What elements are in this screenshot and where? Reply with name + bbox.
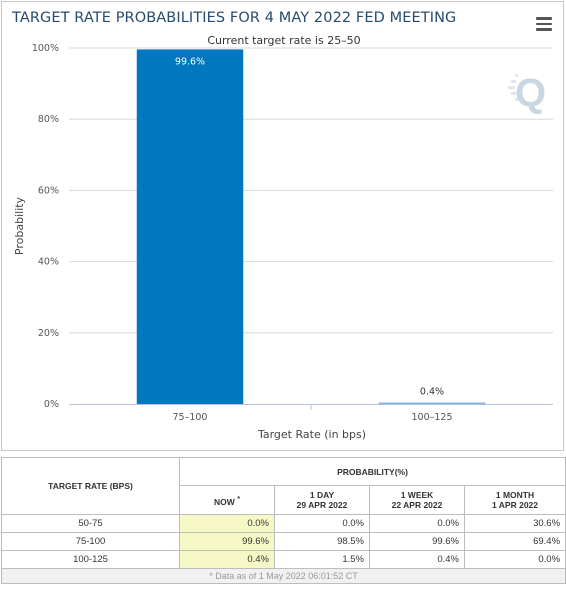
y-tick-label: 100%	[32, 43, 59, 54]
now-header: NOW *	[179, 485, 275, 515]
probability-table: TARGET RATE (BPS) PROBABILITY(%) NOW * 1…	[0, 457, 566, 584]
chart-title: TARGET RATE PROBABILITIES FOR 4 MAY 2022…	[12, 10, 457, 26]
watermark-logo: Q	[508, 71, 546, 115]
one-day-header: 1 DAY 29 APR 2022	[274, 485, 370, 515]
bar	[136, 49, 244, 404]
one-month-header: 1 MONTH 1 APR 2022	[463, 485, 566, 515]
hamburger-menu-icon[interactable]	[536, 17, 552, 31]
x-tick-label: 75–100	[173, 412, 208, 423]
bar	[378, 402, 486, 404]
one-month-cell: 69.4%	[463, 532, 566, 551]
table-row: 75-100 99.6% 98.5% 99.6% 69.4%	[1, 532, 566, 551]
rate-cell: 75-100	[1, 532, 180, 551]
svg-text:Q: Q	[515, 71, 546, 115]
target-rate-header: TARGET RATE (BPS)	[1, 457, 180, 515]
y-axis-title: Probability	[13, 196, 26, 255]
one-month-cell: 30.6%	[463, 514, 566, 533]
one-day-cell: 98.5%	[274, 532, 370, 551]
data-label: 0.4%	[420, 387, 444, 398]
y-tick-label: 0%	[44, 399, 59, 410]
now-cell: 99.6%	[179, 532, 275, 551]
now-cell: 0.4%	[179, 550, 275, 569]
chart-panel: TARGET RATE PROBABILITIES FOR 4 MAY 2022…	[1, 1, 564, 451]
one-week-cell: 99.6%	[369, 532, 465, 551]
now-mark: *	[237, 494, 240, 503]
one-month-cell: 0.0%	[463, 550, 566, 569]
one-week-cell: 0.4%	[369, 550, 465, 569]
probability-header: PROBABILITY(%)	[178, 457, 566, 486]
bar-chart: Q 99.6% 0.4% 75–100 100–125 0% 20% 40% 60% 80%…	[13, 34, 553, 441]
y-tick-label: 60%	[38, 185, 59, 196]
rate-cell: 50-75	[1, 514, 180, 533]
rate-cell: 100-125	[1, 550, 180, 569]
x-tick-label: 100–125	[411, 412, 452, 423]
one-day-cell: 1.5%	[274, 550, 370, 569]
y-tick-label: 20%	[38, 328, 59, 339]
table-row: 100-125 0.4% 1.5% 0.4% 0.0%	[1, 550, 566, 569]
one-week-cell: 0.0%	[369, 514, 465, 533]
one-week-header: 1 WEEK 22 APR 2022	[369, 485, 465, 515]
table-row: 50-75 0.0% 0.0% 0.0% 30.6%	[1, 514, 566, 533]
data-timestamp-footnote: * Data as of 1 May 2022 06:01:52 CT	[0, 568, 566, 584]
y-tick-label: 80%	[38, 114, 59, 125]
chart-subtitle: Current target rate is 25–50	[207, 34, 360, 47]
now-cell: 0.0%	[179, 514, 275, 533]
one-day-cell: 0.0%	[274, 514, 370, 533]
data-label: 99.6%	[175, 56, 205, 67]
y-tick-label: 40%	[38, 257, 59, 268]
x-axis-title: Target Rate (in bps)	[257, 428, 366, 441]
